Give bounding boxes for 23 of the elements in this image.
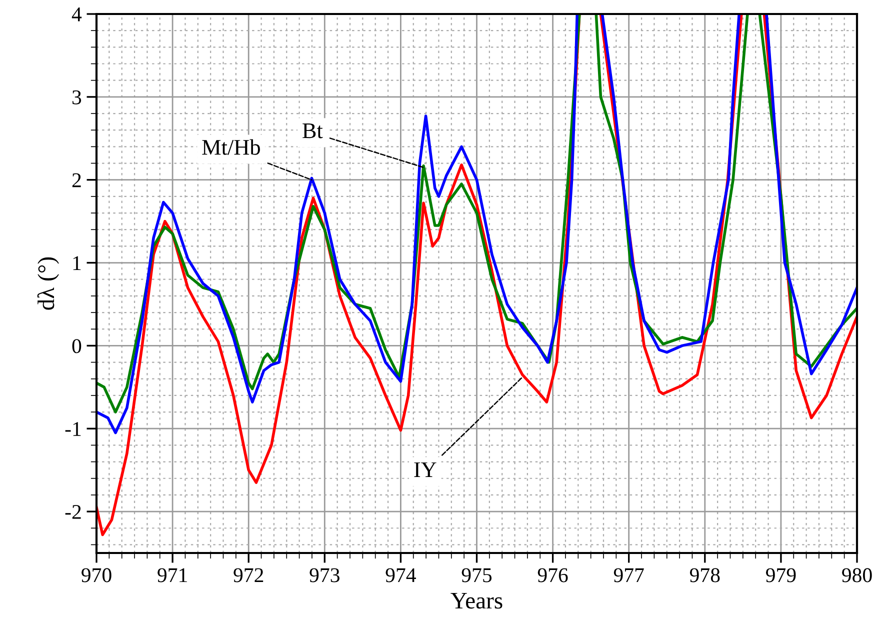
x-tick-label: 972 — [234, 568, 264, 582]
annotation: Mt/Hb — [202, 139, 260, 155]
x-tick-label: 970 — [82, 568, 112, 582]
x-tick-label: 976 — [538, 568, 568, 582]
y-tick-label: 1 — [73, 256, 81, 270]
y-tick-label: 0 — [72, 339, 82, 354]
x-tick-label: 974 — [386, 568, 416, 582]
y-tick-label: -1 — [65, 422, 81, 436]
x-tick-label: 978 — [690, 568, 720, 582]
annotation: IY — [414, 462, 436, 477]
x-tick-label: 971 — [158, 568, 187, 582]
x-tick-label: 975 — [462, 568, 492, 582]
y-tick-label: 2 — [72, 173, 81, 188]
x-tick-label: 973 — [310, 568, 340, 582]
x-tick-label: 980 — [842, 568, 872, 582]
annotation: Bt — [302, 123, 323, 138]
y-tick-label: 4 — [72, 8, 82, 22]
x-tick-label: 979 — [766, 568, 796, 582]
y-tick-label: 3 — [72, 90, 82, 104]
x-axis-title: Years — [450, 592, 502, 609]
x-tick-label: 977 — [614, 568, 644, 582]
y-tick-label: -2 — [65, 504, 81, 519]
y-axis-title: dλ (°) — [37, 257, 60, 310]
